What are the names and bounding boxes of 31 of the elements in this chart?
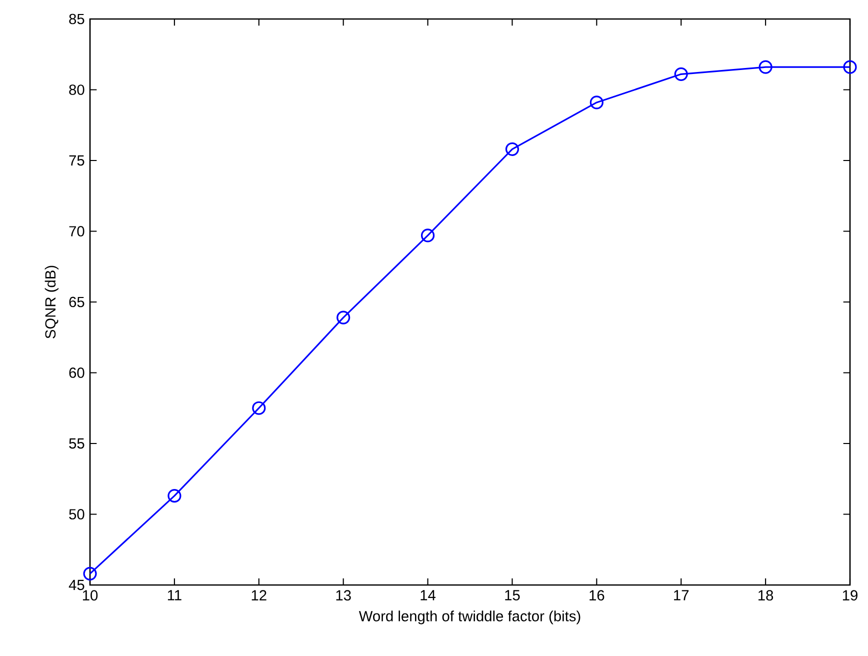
x-tick-label: 12 bbox=[252, 590, 266, 600]
y-axis-title: SQNR (dB) bbox=[44, 266, 58, 338]
point bbox=[758, 60, 772, 74]
point bbox=[674, 67, 688, 81]
y-tick-label: 80 bbox=[69, 84, 84, 95]
y-tick-label: 60 bbox=[69, 368, 84, 378]
y-tick-label: 85 bbox=[69, 14, 84, 24]
point bbox=[505, 142, 520, 156]
x-tick-label: 14 bbox=[420, 590, 436, 600]
y-tick-label: 55 bbox=[69, 438, 84, 449]
y-tick-label: 45 bbox=[68, 580, 84, 590]
x-tick-label: 11 bbox=[168, 590, 182, 600]
point bbox=[420, 228, 435, 242]
y-tick-label: 70 bbox=[69, 226, 84, 236]
point bbox=[843, 60, 857, 74]
point bbox=[590, 96, 604, 110]
x-tick-label: 18 bbox=[758, 590, 774, 601]
x-tick-label: 13 bbox=[336, 590, 351, 601]
x-tick-label: 16 bbox=[590, 590, 604, 601]
point bbox=[83, 566, 97, 580]
x-tick-label: 17 bbox=[674, 590, 689, 600]
point bbox=[168, 489, 182, 503]
x-axis-title: Word length of twiddle factor (bits) bbox=[358, 610, 580, 624]
x-tick-label: 19 bbox=[842, 590, 858, 601]
x-tick-label: 10 bbox=[82, 590, 98, 601]
point bbox=[336, 310, 350, 324]
y-tick-label: 75 bbox=[69, 155, 84, 166]
x-tick-label: 15 bbox=[505, 590, 520, 600]
point bbox=[252, 401, 266, 415]
y-tick-label: 65 bbox=[69, 296, 84, 308]
y-tick-label: 50 bbox=[69, 509, 84, 520]
